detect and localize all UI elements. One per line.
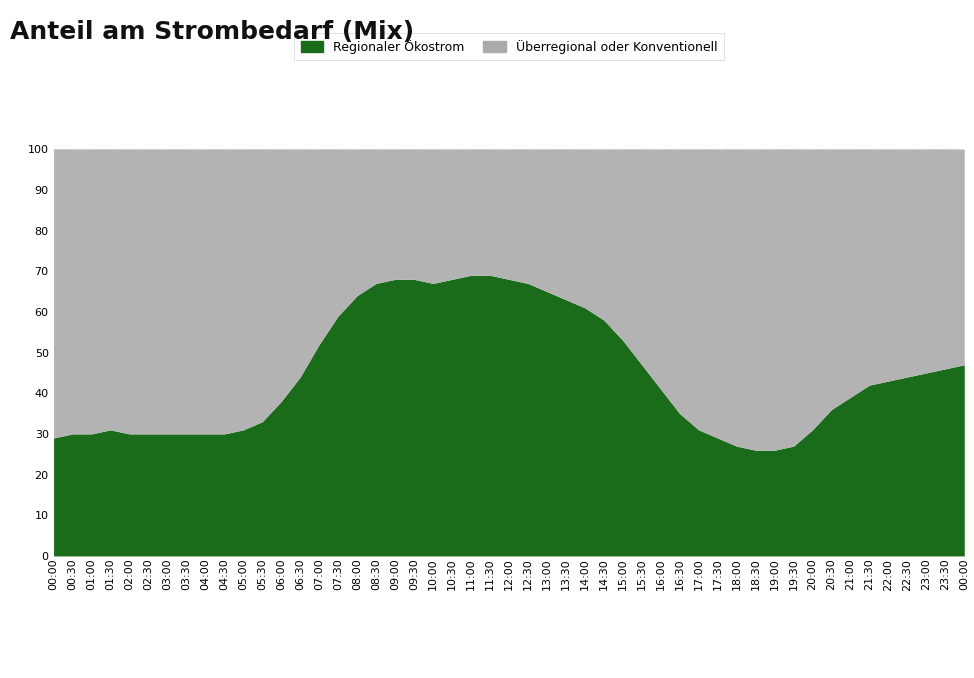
Legend: Regionaler Ökostrom, Überregional oder Konventionell: Regionaler Ökostrom, Überregional oder K… [294,33,724,60]
Text: Anteil am Strombedarf (Mix): Anteil am Strombedarf (Mix) [10,20,414,44]
